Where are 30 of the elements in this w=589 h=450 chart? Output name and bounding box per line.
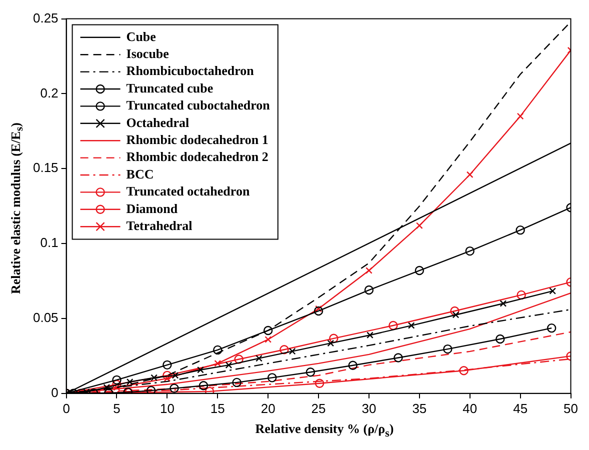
y-tick-label: 0.05	[32, 310, 58, 326]
legend-label: Truncated cuboctahedron	[126, 98, 271, 113]
legend-label: Rhombic dodecahedron 2	[126, 149, 268, 164]
x-axis-title: Relative density % (ρ/ρ$_{s}$)	[254, 421, 395, 440]
y-tick-label: 0	[51, 384, 58, 400]
x-tick-label: 10	[160, 400, 174, 416]
x-tick-label: 35	[412, 400, 427, 416]
x-tick-label: 15	[210, 400, 225, 416]
y-tick-label: 0.25	[32, 10, 58, 26]
legend-label: BCC	[126, 166, 154, 182]
x-tick-label: 45	[513, 400, 528, 416]
x-tick-label: 30	[362, 400, 376, 416]
x-tick-label: 5	[113, 400, 120, 416]
x-tick-label: 50	[564, 400, 578, 416]
legend-label: Octahedral	[126, 114, 190, 130]
y-tick-label: 0.15	[32, 160, 58, 176]
legend-label: Isocube	[126, 46, 170, 61]
x-tick-label: 40	[462, 400, 478, 416]
legend-label: Rhombicuboctahedron	[126, 63, 255, 78]
legend-label: Diamond	[126, 200, 178, 216]
legend-label: Truncated octahedron	[126, 184, 250, 199]
legend-label: Truncated cube	[126, 80, 214, 96]
y-tick-label: 0.1	[40, 235, 58, 250]
legend-label: Tetrahedral	[126, 218, 193, 233]
legend-label: Rhombic dodecahedron 1	[126, 132, 268, 147]
y-tick-label: 0.2	[40, 85, 58, 100]
x-tick-label: 25	[311, 400, 326, 416]
x-tick-label: 0	[62, 400, 70, 416]
legend-label: Cube	[126, 28, 156, 44]
x-tick-label: 20	[260, 400, 276, 416]
